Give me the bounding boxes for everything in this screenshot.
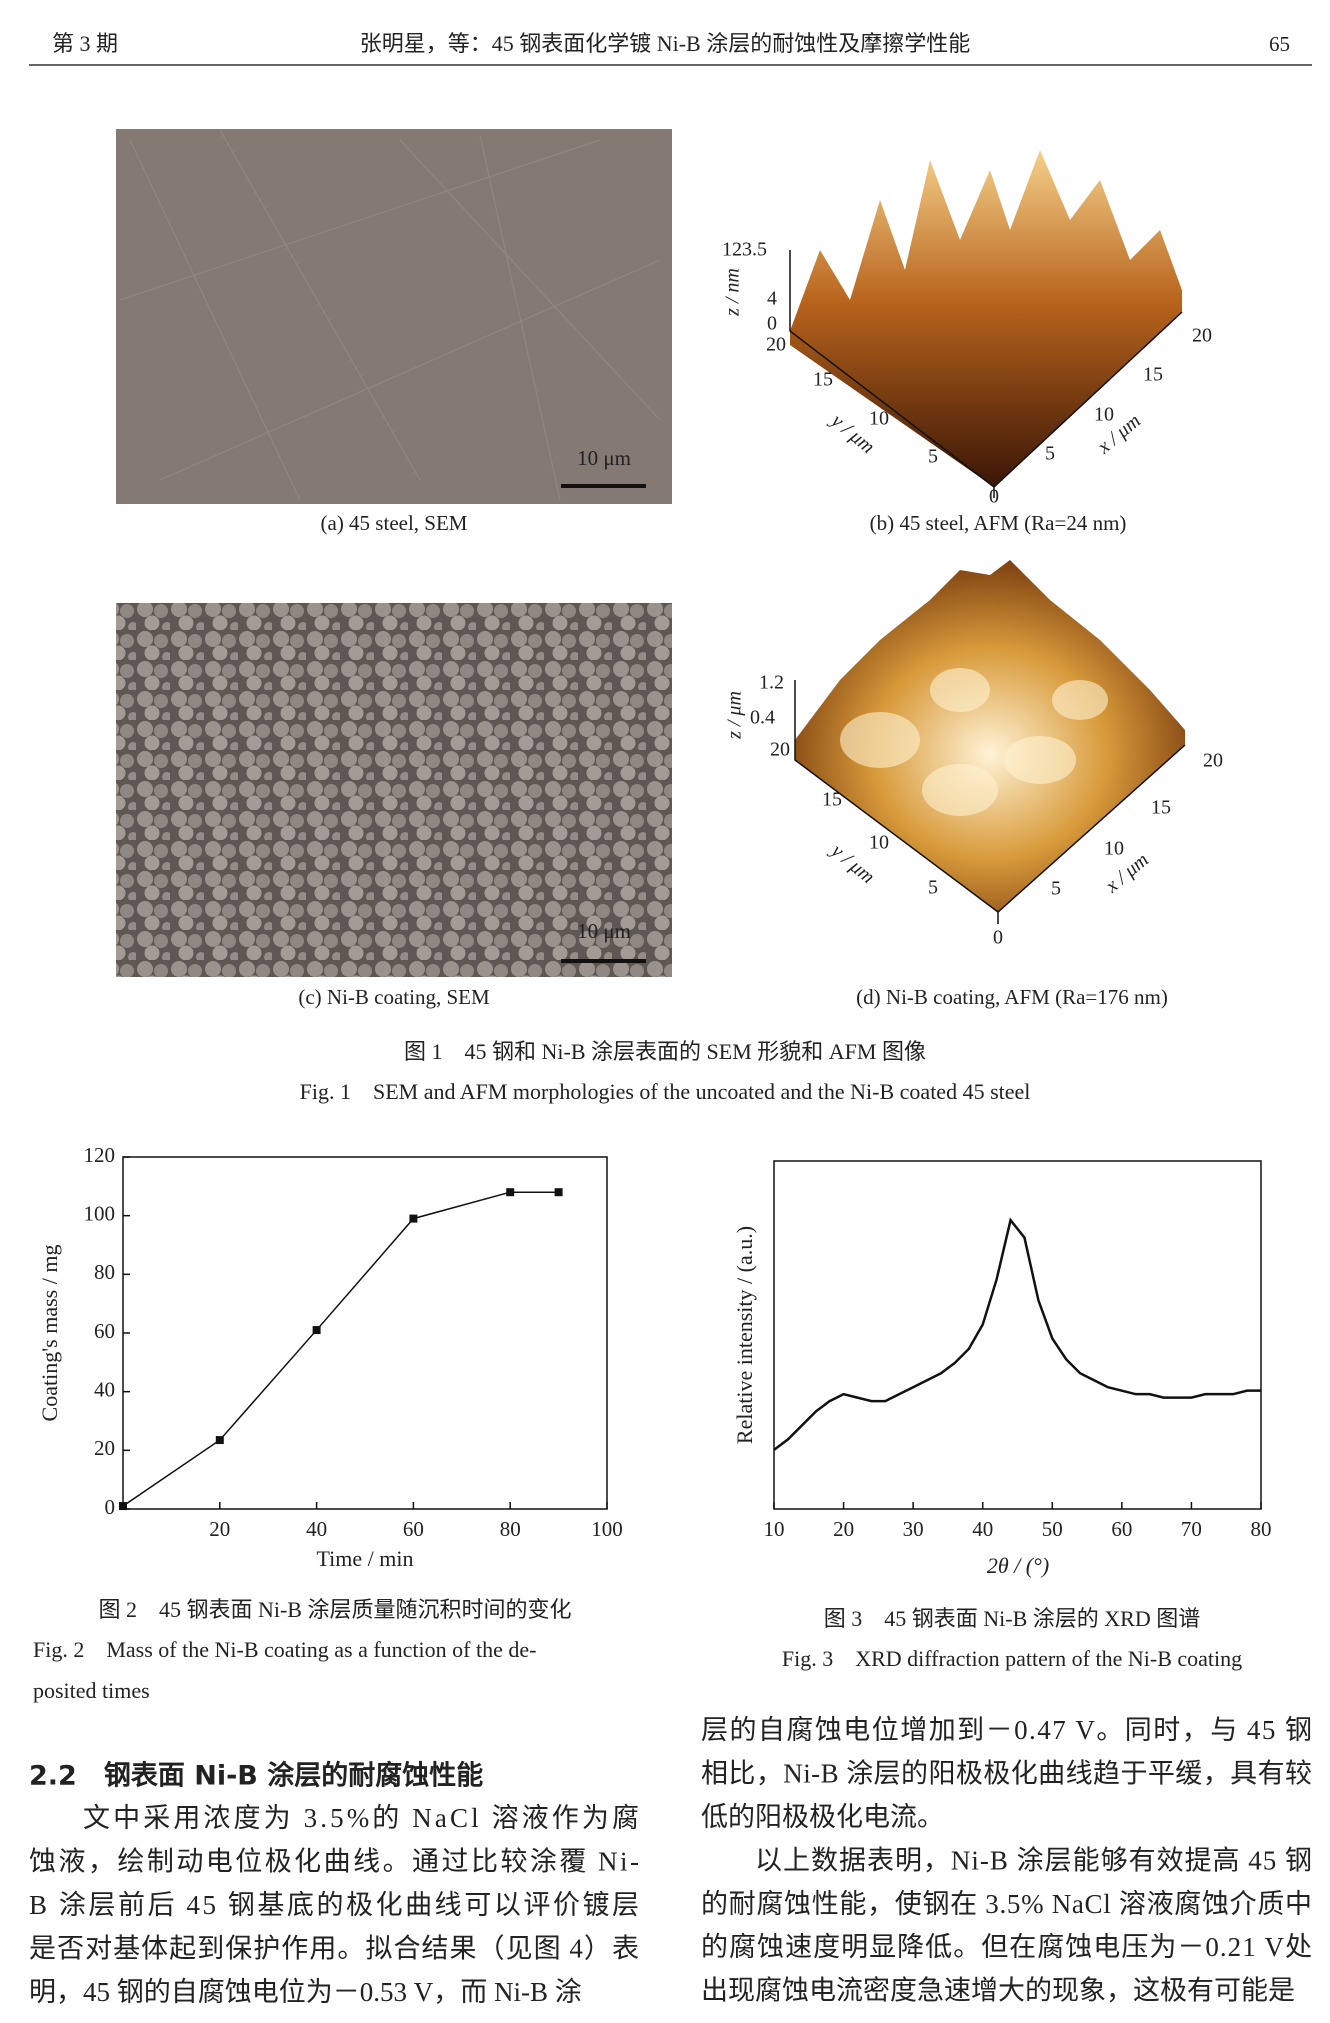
x-tick-label: 10 <box>764 1517 785 1541</box>
afm-tick-label: 15 <box>822 789 842 811</box>
panel-caption: (a) 45 steel, SEM <box>321 511 468 535</box>
afm-tick-label: 0 <box>989 486 999 508</box>
afm-tick-label: 0.4 <box>750 707 775 729</box>
scale-bar-label: 10 μm <box>577 446 631 470</box>
figure-caption: Fig. 1 SEM and AFM morphologies of the u… <box>300 1079 1031 1104</box>
sem-image <box>116 129 672 504</box>
y-tick-label: 40 <box>94 1377 115 1401</box>
afm-axis-label: z / nm <box>722 268 744 317</box>
x-tick-label: 20 <box>833 1517 854 1541</box>
running-title: 张明星，等：45 钢表面化学镀 Ni-B 涂层的耐蚀性及摩擦学性能 <box>360 31 971 56</box>
afm-axes <box>794 680 1186 924</box>
afm-tick-label: 0 <box>993 927 1003 949</box>
y-tick-label: 80 <box>94 1260 115 1284</box>
x-tick-label: 80 <box>1251 1517 1272 1541</box>
y-tick-label: 20 <box>94 1436 115 1460</box>
afm-tick-label: 5 <box>1051 878 1061 900</box>
x-tick-label: 60 <box>1111 1517 1132 1541</box>
x-tick-label: 70 <box>1181 1517 1202 1541</box>
afm-tick-label: 10 <box>1094 404 1114 426</box>
panel-caption: (c) Ni-B coating, SEM <box>298 985 490 1009</box>
body-line: 文中采用浓度为 3.5%的 NaCl 溶液作为腐 <box>83 1803 639 1833</box>
x-tick-label: 30 <box>903 1517 924 1541</box>
y-tick-label: 120 <box>84 1143 116 1167</box>
afm-tick-label: 0 <box>767 313 777 335</box>
x-axis-label: 2θ / (°) <box>987 1553 1049 1578</box>
afm-tick-label: 10 <box>869 832 889 854</box>
x-tick-label: 20 <box>209 1517 230 1541</box>
data-point <box>312 1326 321 1335</box>
x-tick-label: 80 <box>500 1517 521 1541</box>
body-line: 明，45 钢的自腐蚀电位为－0.53 V，而 Ni-B 涂 <box>29 1977 582 2007</box>
figure-caption: Fig. 2 Mass of the Ni-B coating as a fun… <box>33 1637 536 1662</box>
body-line: B 涂层前后 45 钢基底的极化曲线可以评价镀层 <box>29 1890 639 1920</box>
data-point <box>506 1188 515 1197</box>
x-tick-label: 40 <box>306 1517 327 1541</box>
page-number: 65 <box>1269 32 1290 56</box>
data-point <box>554 1188 563 1197</box>
x-axis-label: Time / min <box>317 1546 414 1571</box>
afm-tick-label: 20 <box>766 334 786 356</box>
data-line <box>773 1217 1261 1451</box>
y-axis-label: Relative intensity / (a.u.) <box>732 1226 757 1444</box>
x-tick-label: 40 <box>972 1517 993 1541</box>
scale-bar-label: 10 μm <box>577 919 631 943</box>
body-line: 蚀液，绘制动电位极化曲线。通过比较涂覆 Ni- <box>29 1847 639 1877</box>
afm-tick-label: 15 <box>813 369 833 391</box>
sem-scratches <box>119 129 661 501</box>
afm-tick-label: 5 <box>928 877 938 899</box>
afm-tick-label: 5 <box>928 446 938 468</box>
data-point <box>215 1436 224 1445</box>
data-point <box>119 1502 127 1511</box>
body-line: 层的自腐蚀电位增加到－0.47 V。同时，与 45 钢 <box>701 1715 1312 1745</box>
y-tick-label: 60 <box>94 1319 115 1343</box>
body-line: 是否对基体起到保护作用。拟合结果（见图 4）表 <box>29 1933 639 1963</box>
x-tick-label: 100 <box>591 1517 623 1541</box>
afm-tick-label: 15 <box>1143 364 1163 386</box>
body-line: 出现腐蚀电流密度急速增大的现象，这极有可能是 <box>701 1976 1295 2006</box>
body-line: 的耐腐蚀性能，使钢在 3.5% NaCl 溶液腐蚀介质中 <box>701 1889 1312 1919</box>
afm-tick-label: 1.2 <box>759 672 784 694</box>
panel-caption: (d) Ni-B coating, AFM (Ra=176 nm) <box>856 985 1168 1009</box>
afm-tick-label: 5 <box>1045 443 1055 465</box>
figure-caption: 图 3 45 钢表面 Ni-B 涂层的 XRD 图谱 <box>824 1606 1200 1631</box>
figure-caption: 图 1 45 钢和 Ni-B 涂层表面的 SEM 形貌和 AFM 图像 <box>404 1039 926 1064</box>
afm-axis-label: z / μm <box>724 691 746 740</box>
afm-tick-label: 20 <box>770 739 790 761</box>
afm-tick-label: 10 <box>1104 838 1124 860</box>
section-heading: 2.2 钢表面 Ni-B 涂层的耐腐蚀性能 <box>29 1760 483 1792</box>
body-line: 的腐蚀速度明显降低。但在腐蚀电压为－0.21 V处 <box>701 1932 1312 1962</box>
afm-tick-label: 10 <box>869 408 889 430</box>
y-tick-label: 100 <box>84 1201 116 1225</box>
sem-image <box>116 603 672 977</box>
y-axis-label: Coating's mass / mg <box>37 1245 62 1422</box>
afm-surface <box>795 560 1185 912</box>
body-line: 相比，Ni-B 涂层的阳极极化曲线趋于平缓，具有较 <box>701 1759 1312 1789</box>
data-point <box>409 1214 418 1223</box>
afm-tick-label: 20 <box>1203 750 1223 772</box>
afm-tick-label: 123.5 <box>722 239 767 261</box>
afm-axes <box>789 250 1183 498</box>
figure-caption: 图 2 45 钢表面 Ni-B 涂层质量随沉积时间的变化 <box>98 1597 571 1622</box>
afm-nodules <box>840 668 1108 816</box>
plot-frame <box>773 1160 1262 1510</box>
afm-tick-label: 20 <box>1192 325 1212 347</box>
x-tick-label: 60 <box>403 1517 424 1541</box>
figure-caption: Fig. 3 XRD diffraction pattern of the Ni… <box>782 1646 1242 1671</box>
body-line: 低的阳极极化电流。 <box>701 1802 944 1832</box>
panel-caption: (b) 45 steel, AFM (Ra=24 nm) <box>870 511 1127 535</box>
data-line <box>122 1191 559 1507</box>
figure-caption: posited times <box>33 1678 150 1703</box>
issue: 第 3 期 <box>52 31 118 56</box>
body-line: 以上数据表明，Ni-B 涂层能够有效提高 45 钢 <box>755 1845 1312 1875</box>
x-tick-label: 50 <box>1042 1517 1063 1541</box>
y-tick-label: 0 <box>105 1495 116 1519</box>
afm-tick-label: 15 <box>1151 797 1171 819</box>
afm-tick-label: 4 <box>767 288 777 310</box>
